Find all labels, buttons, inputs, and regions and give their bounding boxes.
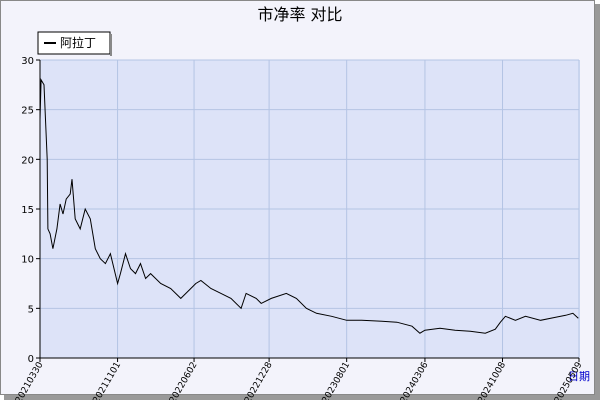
y-tick-label: 25 <box>21 106 34 117</box>
frame-shadow <box>595 4 600 400</box>
y-tick-label: 10 <box>21 255 34 266</box>
x-axis-label: 日期 <box>568 370 590 383</box>
series-line <box>39 78 579 334</box>
frame-shadow <box>4 395 600 400</box>
legend-label: 阿拉丁 <box>60 35 96 50</box>
y-tick-label: 30 <box>21 56 34 67</box>
y-tick-label: 0 <box>28 354 34 365</box>
y-tick-label: 5 <box>28 304 34 315</box>
chart-title: 市净率 对比 <box>257 5 342 24</box>
legend-shadow <box>110 34 112 56</box>
y-tick-label: 20 <box>21 155 34 166</box>
y-tick-label: 15 <box>21 205 34 216</box>
